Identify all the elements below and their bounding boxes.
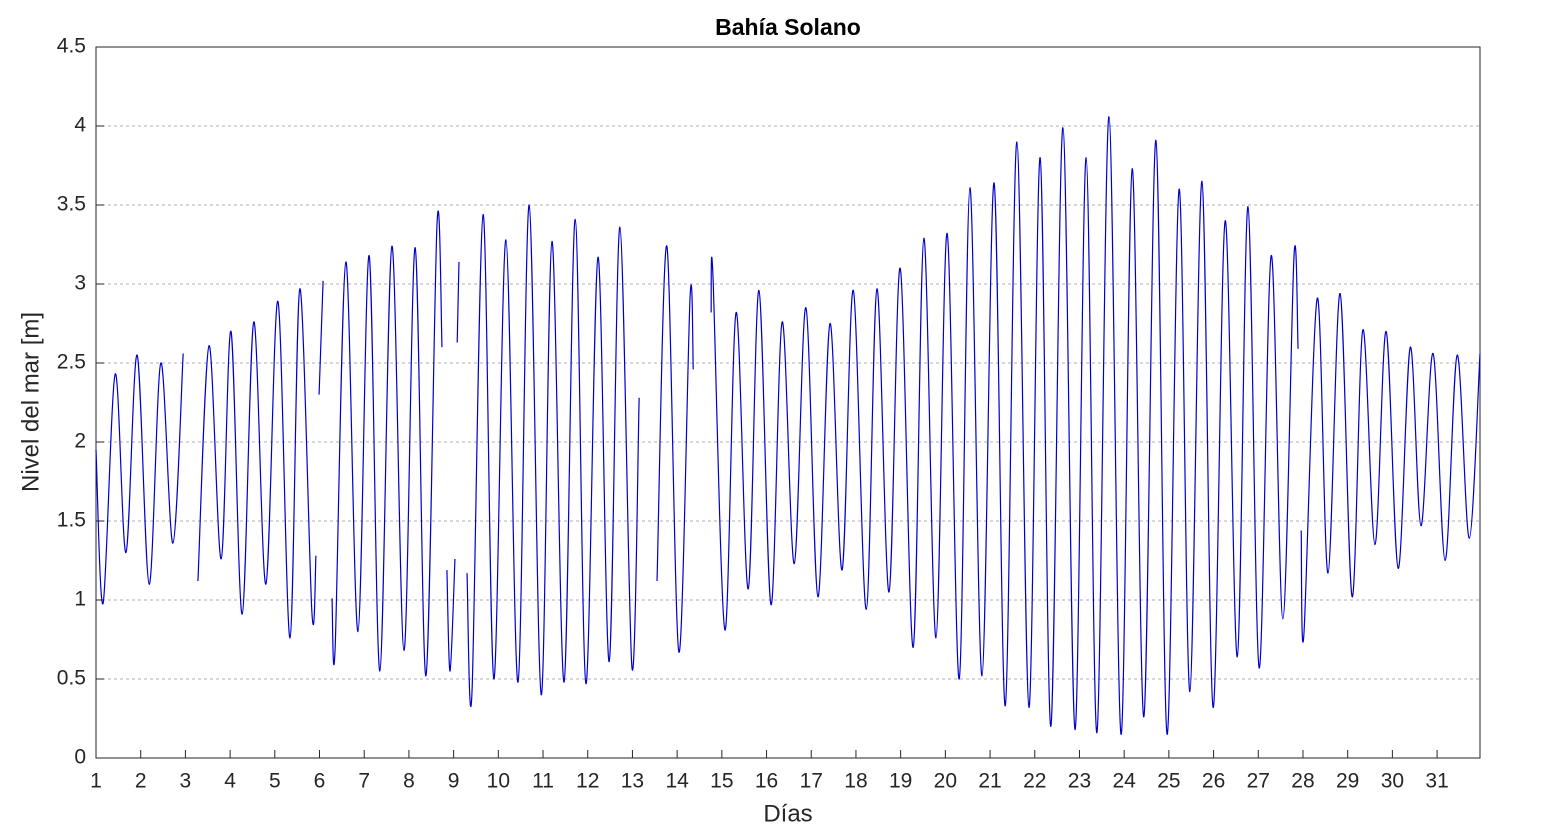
x-tick-label: 8 xyxy=(403,770,415,793)
y-tick-label: 0.5 xyxy=(57,667,86,690)
x-tick-label: 20 xyxy=(934,770,957,793)
x-tick-label: 7 xyxy=(358,770,370,793)
y-tick-label: 2.5 xyxy=(57,351,86,374)
x-tick-label: 13 xyxy=(621,770,644,793)
y-tick-label: 1.5 xyxy=(57,509,86,532)
x-tick-label: 10 xyxy=(487,770,510,793)
chart-title: Bahía Solano xyxy=(715,14,861,40)
x-tick-label: 22 xyxy=(1023,770,1046,793)
x-tick-label: 21 xyxy=(978,770,1001,793)
x-tick-label: 31 xyxy=(1425,770,1448,793)
x-tick-label: 17 xyxy=(800,770,823,793)
x-tick-label: 11 xyxy=(532,770,554,793)
y-tick-label: 0 xyxy=(74,746,86,769)
x-tick-label: 19 xyxy=(889,770,912,793)
x-tick-label: 25 xyxy=(1157,770,1180,793)
x-tick-label: 18 xyxy=(844,770,867,793)
x-tick-label: 24 xyxy=(1112,770,1136,793)
x-tick-label: 9 xyxy=(448,770,460,793)
x-tick-label: 26 xyxy=(1202,770,1225,793)
y-tick-label: 1 xyxy=(74,588,86,611)
x-tick-label: 12 xyxy=(576,770,599,793)
y-tick-label: 4 xyxy=(74,114,86,137)
x-tick-label: 16 xyxy=(755,770,778,793)
y-axis-label: Nivel del mar [m] xyxy=(17,312,44,492)
plot-frame xyxy=(95,46,1481,759)
x-tick-label: 2 xyxy=(135,770,147,793)
x-tick-label: 28 xyxy=(1291,770,1314,793)
y-tick-label: 2 xyxy=(74,430,86,453)
x-tick-label: 15 xyxy=(710,770,733,793)
y-tick-label: 3.5 xyxy=(57,193,86,216)
x-tick-label: 5 xyxy=(269,770,281,793)
y-tick-label: 3 xyxy=(74,272,86,295)
x-tick-label: 6 xyxy=(314,770,326,793)
data-line xyxy=(95,115,1481,735)
x-tick-label: 3 xyxy=(180,770,192,793)
x-tick-label: 27 xyxy=(1247,770,1270,793)
x-axis-label: Días xyxy=(763,800,812,827)
x-tick-label: 4 xyxy=(224,770,236,793)
x-tick-label: 23 xyxy=(1068,770,1091,793)
y-tick-label: 4.5 xyxy=(57,35,86,58)
x-tick-label: 14 xyxy=(665,770,689,793)
x-tick-label: 29 xyxy=(1336,770,1359,793)
x-tick-label: 1 xyxy=(90,770,102,793)
x-tick-label: 30 xyxy=(1381,770,1404,793)
